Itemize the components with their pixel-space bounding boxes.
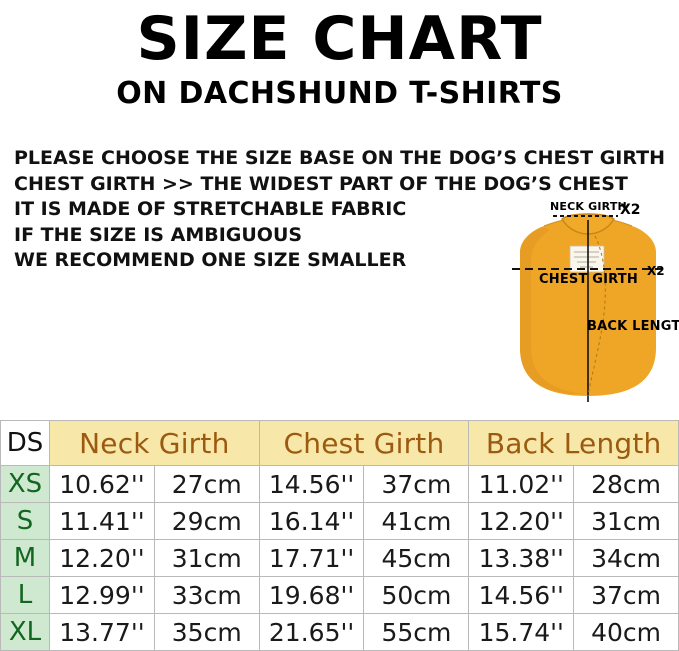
- cell-neck-cm: 27cm: [153, 465, 260, 503]
- cell-back-cm: 37cm: [573, 576, 679, 614]
- instruction-line-3: IT IS MADE OF STRETCHABLE FABRIC: [14, 198, 407, 220]
- shoulder-seam-left: [543, 219, 565, 227]
- shirt-shading: [520, 227, 584, 395]
- cell-chest-in: 21.65'': [258, 613, 365, 651]
- header-chest-girth: Chest Girth: [258, 420, 470, 466]
- cell-back-cm: 40cm: [573, 613, 679, 651]
- shoulder-seam-right: [611, 219, 633, 227]
- cell-back-in: 14.56'': [468, 576, 575, 614]
- table-header: DS Neck Girth Chest Girth Back Length: [0, 420, 679, 466]
- instruction-line-1: PLEASE CHOOSE THE SIZE BASE ON THE DOG’S…: [14, 147, 666, 169]
- instruction-line-5: WE RECOMMEND ONE SIZE SMALLER: [14, 249, 407, 271]
- cell-back-in: 13.38'': [468, 539, 575, 577]
- cell-back-in: 15.74'': [468, 613, 575, 651]
- instructions-block: PLEASE CHOOSE THE SIZE BASE ON THE DOG’S…: [14, 146, 674, 274]
- cell-chest-in: 17.71'': [258, 539, 365, 577]
- cell-size: S: [0, 502, 50, 540]
- cell-neck-cm: 31cm: [153, 539, 260, 577]
- instruction-line-4: IF THE SIZE IS AMBIGUOUS: [14, 223, 303, 246]
- header-size: DS: [0, 420, 50, 466]
- chest-girth-multiplier-label: X2: [647, 264, 665, 278]
- table-body: XS 10.62'' 27cm 14.56'' 37cm 11.02'' 28c…: [0, 465, 679, 651]
- cell-neck-cm: 35cm: [153, 613, 260, 651]
- instruction-line-2: CHEST GIRTH >> THE WIDEST PART OF THE DO…: [14, 172, 628, 195]
- cell-neck-in: 12.20'': [49, 539, 155, 577]
- cell-chest-cm: 45cm: [363, 539, 470, 577]
- header-neck-girth: Neck Girth: [49, 420, 260, 466]
- table-row: XL 13.77'' 35cm 21.65'' 55cm 15.74'' 40c…: [0, 613, 679, 651]
- table-header-row: DS Neck Girth Chest Girth Back Length: [0, 420, 679, 466]
- cell-back-cm: 28cm: [573, 465, 679, 503]
- garment-tag-text-lines: [574, 251, 599, 268]
- cell-chest-cm: 50cm: [363, 576, 470, 614]
- table-row: M 12.20'' 31cm 17.71'' 45cm 13.38'' 34cm: [0, 539, 679, 577]
- cell-chest-cm: 55cm: [363, 613, 470, 651]
- cell-back-cm: 34cm: [573, 539, 679, 577]
- cell-chest-cm: 41cm: [363, 502, 470, 540]
- garment-tag: [569, 245, 605, 273]
- cell-neck-in: 10.62'': [49, 465, 155, 503]
- cell-size: XL: [0, 613, 50, 651]
- table-row: XS 10.62'' 27cm 14.56'' 37cm 11.02'' 28c…: [0, 465, 679, 503]
- cell-neck-in: 11.41'': [49, 502, 155, 540]
- table-row: L 12.99'' 33cm 19.68'' 50cm 14.56'' 37cm: [0, 576, 679, 614]
- tshirt-measurement-diagram: NECK GIRTH X2 CHEST GIRTH X2 BACK LENGTH: [498, 196, 679, 408]
- page-subtitle: ON DACHSHUND T-SHIRTS: [116, 76, 563, 111]
- header-back-length: Back Length: [468, 420, 679, 466]
- cell-neck-cm: 29cm: [153, 502, 260, 540]
- cell-chest-in: 16.14'': [258, 502, 365, 540]
- cell-chest-cm: 37cm: [363, 465, 470, 503]
- cell-chest-in: 14.56'': [258, 465, 365, 503]
- cell-neck-in: 12.99'': [49, 576, 155, 614]
- cell-back-cm: 31cm: [573, 502, 679, 540]
- cell-neck-in: 13.77'': [49, 613, 155, 651]
- page-title: SIZE CHART: [136, 4, 543, 74]
- table-row: S 11.41'' 29cm 16.14'' 41cm 12.20'' 31cm: [0, 502, 679, 540]
- cell-back-in: 12.20'': [468, 502, 575, 540]
- neck-girth-label: NECK GIRTH: [550, 200, 627, 213]
- cell-back-in: 11.02'': [468, 465, 575, 503]
- back-length-label: BACK LENGTH: [587, 319, 679, 334]
- cell-size: L: [0, 576, 50, 614]
- cell-size: M: [0, 539, 50, 577]
- size-chart-table: DS Neck Girth Chest Girth Back Length XS…: [0, 420, 679, 651]
- chest-girth-label: CHEST GIRTH: [539, 272, 638, 287]
- cell-neck-cm: 33cm: [153, 576, 260, 614]
- cell-chest-in: 19.68'': [258, 576, 365, 614]
- cell-size: XS: [0, 465, 50, 503]
- tshirt-illustration-svg: [512, 213, 664, 402]
- neck-girth-multiplier-label: X2: [620, 202, 641, 218]
